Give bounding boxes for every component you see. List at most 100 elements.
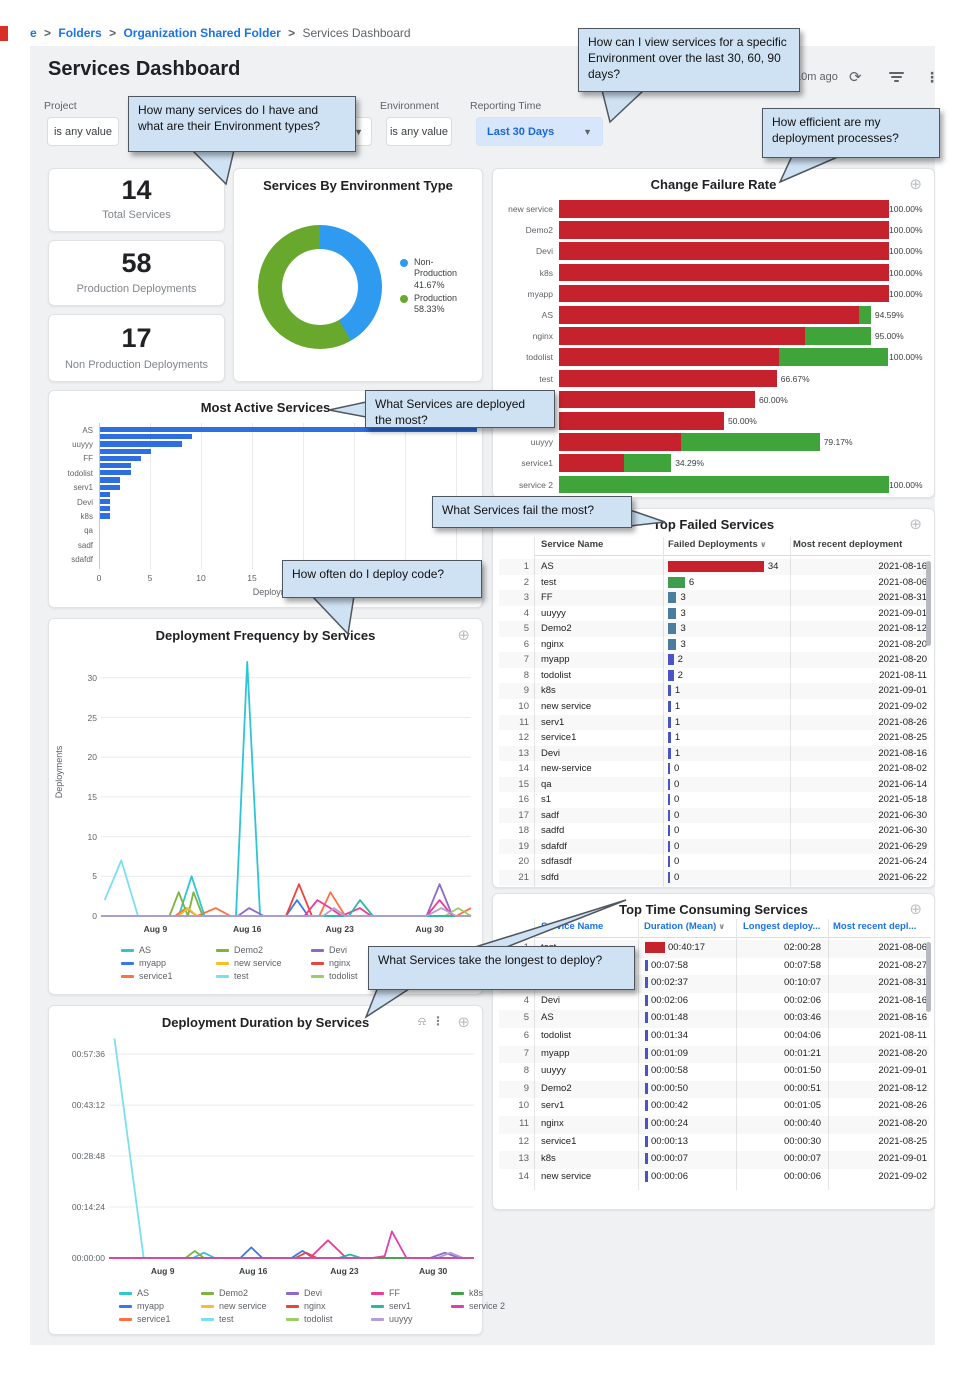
refresh-icon[interactable]: ⟳: [849, 69, 862, 86]
duration-mean-bar[interactable]: [645, 1065, 648, 1077]
filter-list-icon[interactable]: [889, 72, 905, 84]
legend-item-Devi[interactable]: Devi: [286, 1288, 322, 1298]
series-line-uuyyy[interactable]: [101, 907, 471, 917]
cfr-fail-bar[interactable]: [559, 390, 756, 409]
duration-mean-bar[interactable]: [645, 1082, 648, 1094]
row-service-name[interactable]: sadf: [541, 809, 559, 821]
legend-item-myapp[interactable]: myapp: [121, 958, 166, 968]
legend-item-AS[interactable]: AS: [119, 1288, 149, 1298]
legend-item-new-service[interactable]: new service: [201, 1301, 267, 1311]
failed-deployments-bar[interactable]: [668, 685, 671, 697]
duration-mean-bar[interactable]: [645, 1153, 648, 1165]
failed-deployments-bar[interactable]: [668, 809, 670, 821]
failed-deployments-bar[interactable]: [668, 763, 670, 775]
legend-item-todolist[interactable]: todolist: [311, 971, 358, 981]
row-service-name[interactable]: nginx: [541, 1118, 564, 1129]
failed-deployments-bar[interactable]: [668, 716, 671, 728]
duration-mean-bar[interactable]: [645, 1118, 648, 1129]
column-header[interactable]: Duration (Mean) ∨: [644, 921, 726, 932]
failed-deployments-bar[interactable]: [668, 825, 670, 837]
ma-bar[interactable]: [100, 484, 121, 490]
series-line-service-2[interactable]: [109, 1230, 474, 1259]
row-service-name[interactable]: k8s: [541, 1153, 556, 1165]
row-service-name[interactable]: todolist: [541, 669, 572, 681]
legend-item-test[interactable]: test: [201, 1314, 234, 1324]
row-service-name[interactable]: FF: [541, 592, 553, 604]
row-service-name[interactable]: uuyyy: [541, 1065, 566, 1077]
legend-item-AS[interactable]: AS: [121, 945, 151, 955]
row-service-name[interactable]: test: [541, 576, 557, 588]
table-scrollbar[interactable]: [926, 561, 931, 646]
legend-item-non-production[interactable]: Non-Production 41.67%: [400, 257, 476, 291]
breadcrumb-folders-link[interactable]: Folders: [58, 26, 102, 40]
ma-bar[interactable]: [100, 491, 111, 497]
failed-deployments-bar[interactable]: [668, 794, 670, 806]
row-service-name[interactable]: s1: [541, 794, 552, 806]
failed-deployments-bar[interactable]: [668, 872, 670, 883]
ma-bar[interactable]: [100, 506, 111, 512]
globe-icon[interactable]: ⊕: [909, 516, 922, 533]
legend-item-test[interactable]: test: [216, 971, 249, 981]
column-header[interactable]: Longest deploy...: [743, 921, 821, 932]
cfr-fail-bar[interactable]: [559, 242, 889, 260]
ma-bar[interactable]: [100, 463, 131, 469]
ma-bar[interactable]: [100, 513, 111, 519]
row-service-name[interactable]: sdafdf: [541, 840, 567, 852]
globe-icon[interactable]: ⊕: [457, 1014, 470, 1031]
failed-deployments-bar[interactable]: [668, 592, 677, 604]
failed-deployments-bar[interactable]: [668, 669, 674, 681]
row-service-name[interactable]: service1: [541, 1135, 577, 1147]
failed-deployments-bar[interactable]: [668, 638, 677, 650]
sort-chevron-icon[interactable]: ∨: [716, 922, 726, 931]
breadcrumb-shared-folder-link[interactable]: Organization Shared Folder: [123, 26, 281, 40]
ma-bar[interactable]: [100, 477, 121, 483]
row-service-name[interactable]: new service: [541, 700, 592, 712]
legend-item-production[interactable]: Production 58.33%: [400, 293, 476, 316]
failed-deployments-bar[interactable]: [668, 840, 670, 852]
cfr-fail-bar[interactable]: [559, 221, 889, 239]
row-service-name[interactable]: sdfasdf: [541, 856, 572, 868]
row-service-name[interactable]: new-service: [541, 763, 592, 775]
series-line-service1[interactable]: [101, 891, 472, 917]
legend-item-myapp[interactable]: myapp: [119, 1301, 164, 1311]
row-service-name[interactable]: k8s: [541, 685, 556, 697]
cfr-fail-bar[interactable]: [559, 454, 624, 472]
ma-bar[interactable]: [100, 441, 182, 447]
cfr-fail-bar[interactable]: [559, 306, 860, 324]
failed-deployments-bar[interactable]: [668, 732, 671, 744]
row-service-name[interactable]: Demo2: [541, 623, 572, 635]
duration-mean-bar[interactable]: [645, 977, 648, 989]
series-line-test[interactable]: [113, 1038, 475, 1259]
row-service-name[interactable]: AS: [541, 561, 554, 572]
deploy_duration-plot[interactable]: [49, 1006, 484, 1336]
cfr-fail-bar[interactable]: [559, 369, 777, 388]
series-line-serv1[interactable]: [101, 899, 471, 917]
environment-filter-value[interactable]: is any value: [386, 117, 452, 146]
sort-chevron-icon[interactable]: ∨: [757, 540, 767, 549]
legend-item-todolist[interactable]: todolist: [286, 1314, 333, 1324]
cfr-success-bar[interactable]: [804, 327, 871, 345]
legend-item-service1[interactable]: service1: [121, 971, 173, 981]
duration-mean-bar[interactable]: [645, 1135, 648, 1147]
failed-deployments-bar[interactable]: [668, 576, 685, 588]
bell-icon[interactable]: ⍾: [418, 1014, 426, 1028]
cfr-fail-bar[interactable]: [559, 200, 889, 218]
cfr-fail-bar[interactable]: [559, 327, 805, 345]
series-line-nginx[interactable]: [101, 883, 471, 917]
failed-deployments-bar[interactable]: [668, 607, 677, 619]
series-line-FF[interactable]: [101, 899, 471, 917]
failed-deployments-bar[interactable]: [668, 561, 764, 572]
duration-mean-bar[interactable]: [645, 1030, 648, 1041]
series-line-AS[interactable]: [101, 661, 471, 917]
cfr-success-bar[interactable]: [681, 433, 820, 451]
row-service-name[interactable]: AS: [541, 1012, 554, 1024]
series-line-Demo2[interactable]: [101, 891, 471, 917]
ma-bar[interactable]: [100, 470, 131, 476]
legend-item-nginx[interactable]: nginx: [311, 958, 351, 968]
cfr-fail-bar[interactable]: [559, 263, 889, 282]
row-service-name[interactable]: sdfd: [541, 872, 559, 883]
series-line-myapp[interactable]: [109, 1246, 474, 1259]
row-service-name[interactable]: Devi: [541, 747, 561, 759]
cfr-fail-bar[interactable]: [559, 433, 682, 451]
legend-item-nginx[interactable]: nginx: [286, 1301, 326, 1311]
